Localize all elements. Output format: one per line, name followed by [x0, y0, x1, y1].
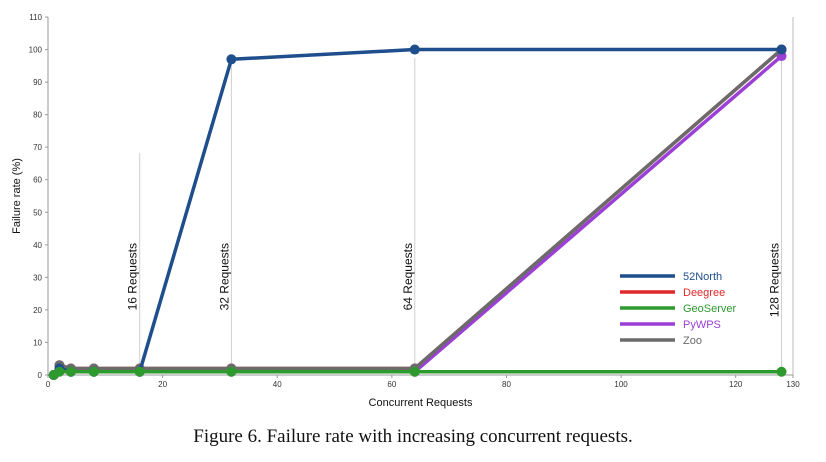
x-tick-label: 60 — [387, 380, 396, 389]
annotation-label: 64 Requests — [401, 243, 415, 310]
y-tick-label: 20 — [33, 306, 42, 315]
data-point — [226, 366, 237, 377]
series-52north — [48, 44, 787, 380]
x-tick-label: 20 — [158, 380, 167, 389]
data-point — [776, 44, 787, 55]
annotations: 16 Requests 32 Requests 64 Requests 128 Req… — [126, 48, 783, 375]
x-tick-label: 80 — [502, 380, 511, 389]
annotation-label: 128 Requests — [768, 243, 782, 317]
legend-label: 52North — [683, 271, 722, 283]
data-point — [134, 366, 145, 377]
figure-caption: Figure 6. Failure rate with increasing c… — [193, 426, 633, 447]
legend: 52North Deegree GeoServer PyWPS Zoo — [620, 271, 737, 347]
y-tick-label: 110 — [29, 13, 42, 22]
legend-label: Zoo — [683, 335, 702, 347]
y-axis-title: Failure rate (%) — [11, 158, 23, 234]
failure-rate-chart: 0 10 20 30 40 50 60 70 80 90 100 110 0 20 40 60 80 100 120… — [11, 13, 801, 409]
data-point — [409, 366, 420, 377]
y-tick-label: 50 — [33, 208, 42, 217]
annotation-label: 32 Requests — [217, 243, 231, 310]
series-line — [51, 54, 784, 377]
data-point — [776, 366, 787, 377]
x-axis-title: Concurrent Requests — [369, 397, 473, 409]
data-point — [409, 44, 420, 55]
y-tick-label: 60 — [33, 176, 42, 185]
series-line — [51, 47, 784, 377]
y-tick-label: 10 — [33, 338, 42, 347]
y-tick-label: 100 — [29, 46, 43, 55]
series-zoo — [48, 44, 787, 380]
x-tick-label: 0 — [46, 380, 51, 389]
series-pywps — [48, 51, 787, 380]
x-tick-label: 130 — [786, 380, 800, 389]
y-tick-label: 0 — [38, 371, 43, 380]
legend-label: PyWPS — [683, 319, 721, 331]
x-tick-label: 100 — [614, 380, 628, 389]
y-tick-label: 80 — [33, 111, 42, 120]
y-tick-label: 70 — [33, 143, 42, 152]
series-geoserver — [48, 366, 787, 380]
annotation-label: 16 Requests — [126, 243, 140, 310]
x-tick-label: 120 — [729, 380, 743, 389]
axes: 0 10 20 30 40 50 60 70 80 90 100 110 0 20 40 60 80 100 120… — [29, 13, 801, 389]
data-point — [88, 366, 99, 377]
series-deegree — [48, 44, 787, 380]
data-point — [54, 366, 65, 377]
legend-label: Deegree — [683, 287, 725, 299]
series-line — [51, 47, 784, 377]
y-tick-label: 40 — [33, 241, 42, 250]
y-tick-label: 30 — [33, 273, 42, 282]
data-point — [65, 366, 76, 377]
legend-label: GeoServer — [683, 303, 737, 315]
data-point — [226, 54, 237, 65]
series-layer — [48, 44, 787, 380]
x-tick-label: 40 — [273, 380, 282, 389]
series-line — [51, 47, 784, 377]
y-tick-label: 90 — [33, 78, 42, 87]
